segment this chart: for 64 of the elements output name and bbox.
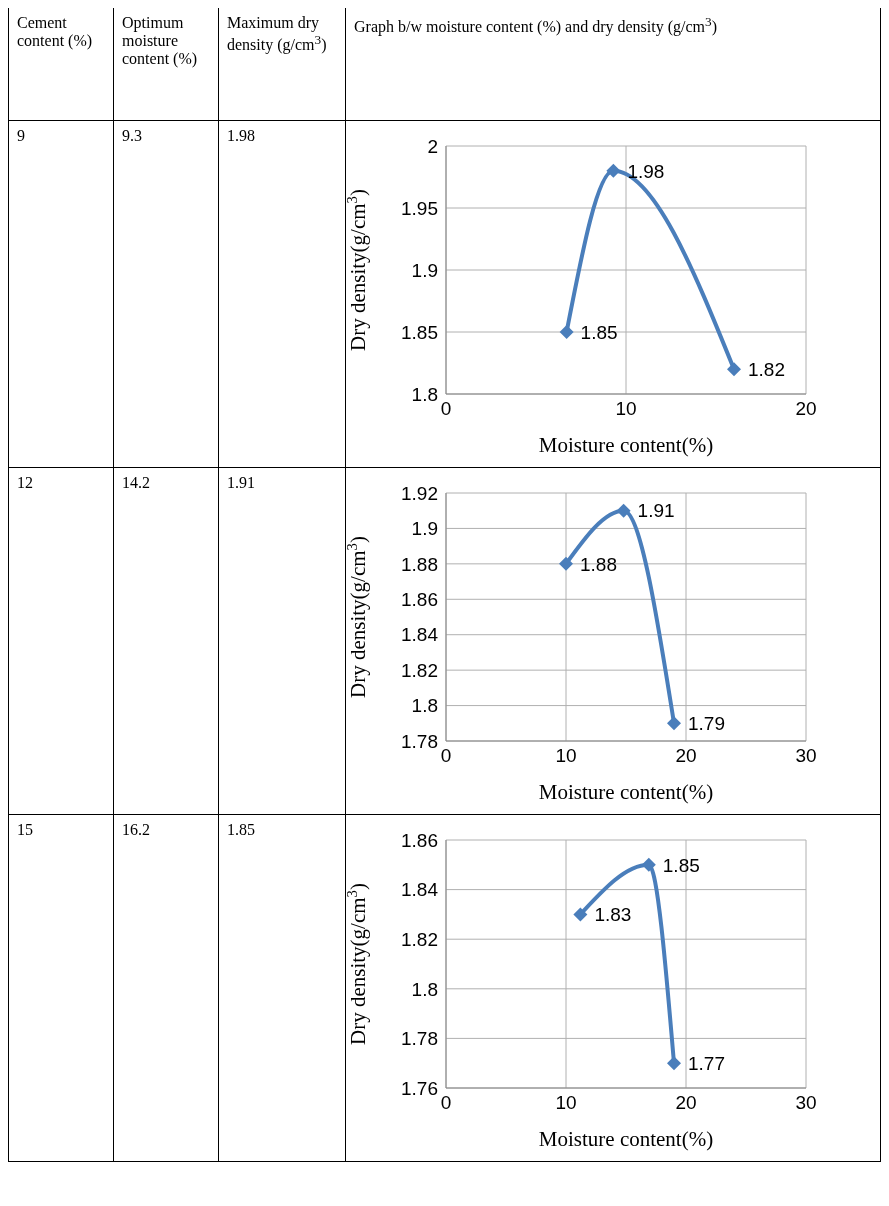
point bbox=[667, 1056, 681, 1071]
y-tick-label: 1.9 bbox=[411, 518, 438, 540]
point bbox=[616, 503, 631, 518]
x-axis-title: Moisture content(%) bbox=[538, 780, 714, 804]
x-tick-label: 20 bbox=[795, 398, 817, 420]
point bbox=[667, 716, 681, 731]
data-label: 1.82 bbox=[748, 358, 785, 380]
x-tick-label: 30 bbox=[795, 1092, 817, 1114]
data-label: 1.83 bbox=[594, 904, 632, 926]
data-label: 1.91 bbox=[637, 500, 675, 522]
x-tick-label: 20 bbox=[675, 1092, 697, 1114]
point bbox=[559, 325, 574, 339]
y-tick-label: 1.82 bbox=[401, 659, 438, 681]
y-tick-label: 1.8 bbox=[411, 978, 438, 1000]
y-tick-label: 1.82 bbox=[401, 928, 438, 950]
x-axis-title: Moisture content(%) bbox=[538, 1127, 714, 1151]
point bbox=[727, 362, 741, 377]
y-tick-label: 1.76 bbox=[401, 1077, 438, 1099]
text: 16.2 bbox=[122, 821, 150, 838]
point bbox=[641, 857, 656, 872]
text: 1.98 bbox=[227, 127, 255, 144]
text: 15 bbox=[17, 821, 33, 838]
y-tick-label: 1.86 bbox=[401, 829, 438, 851]
y-tick-label: 1.95 bbox=[401, 197, 438, 219]
text: 12 bbox=[17, 474, 33, 491]
data-label: 1.77 bbox=[688, 1052, 725, 1074]
text: 1.85 bbox=[227, 821, 255, 838]
category-label: Optimum moisture content (%) bbox=[122, 14, 198, 67]
x-tick-label: 10 bbox=[615, 398, 637, 420]
y-tick-label: 1.8 bbox=[411, 695, 438, 717]
y-tick-label: 1.9 bbox=[411, 259, 438, 281]
x-tick-label: 10 bbox=[555, 1092, 577, 1114]
category-label: Graph b/w moisture content (%) and dry density (g/cm$^{3}$) bbox=[354, 14, 718, 36]
text: 14.2 bbox=[122, 474, 150, 491]
x-tick-label: 0 bbox=[440, 745, 452, 767]
data-label: 1.85 bbox=[662, 854, 700, 876]
y-tick-label: 1.84 bbox=[401, 624, 439, 646]
point bbox=[606, 163, 621, 178]
x-tick-label: 30 bbox=[795, 745, 817, 767]
y-tick-label: 1.88 bbox=[401, 553, 438, 575]
text: 9.3 bbox=[122, 127, 142, 144]
y-tick-label: 1.86 bbox=[401, 589, 438, 611]
x-tick-label: 20 bbox=[675, 745, 697, 767]
category-label: Maximum dry density (g/cm$^{3}$) bbox=[227, 14, 327, 54]
y-tick-label: 1.84 bbox=[401, 879, 439, 901]
text: 9 bbox=[17, 127, 25, 144]
point bbox=[559, 556, 573, 571]
data-label: 1.85 bbox=[580, 321, 618, 343]
text: 1.91 bbox=[227, 474, 255, 491]
category-label: Cement content (%) bbox=[17, 14, 93, 49]
x-axis-title: Moisture content(%) bbox=[538, 433, 714, 457]
point bbox=[573, 907, 588, 922]
x-tick-label: 10 bbox=[555, 745, 577, 767]
y-tick-label: 1.8 bbox=[411, 383, 438, 405]
y-tick-label: 1.85 bbox=[401, 321, 438, 343]
data-label: 1.79 bbox=[688, 713, 725, 735]
x-tick-label: 0 bbox=[440, 398, 452, 420]
data-label: 1.98 bbox=[627, 160, 665, 182]
y-tick-label: 2 bbox=[427, 135, 438, 157]
y-tick-label: 1.78 bbox=[401, 1028, 438, 1050]
data-label: 1.88 bbox=[580, 553, 617, 575]
y-tick-label: 1.78 bbox=[401, 730, 438, 752]
y-tick-label: 1.92 bbox=[401, 482, 438, 504]
x-tick-label: 0 bbox=[440, 1092, 452, 1114]
